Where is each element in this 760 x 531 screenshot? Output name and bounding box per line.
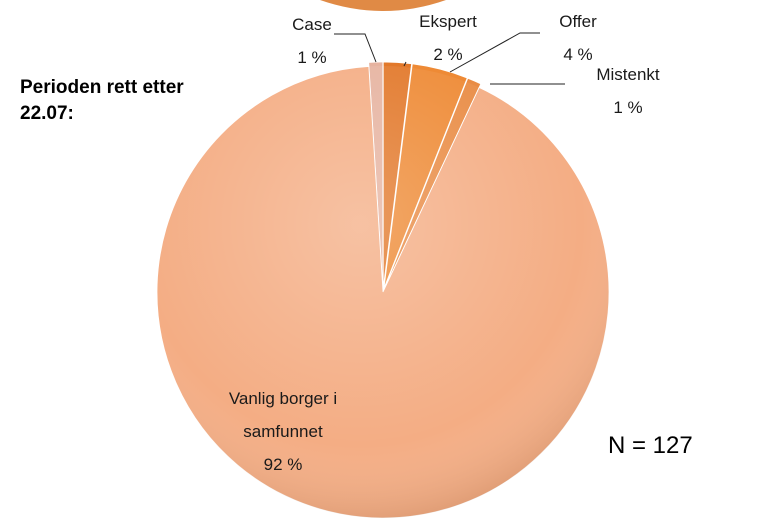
slice-name: Mistenkt xyxy=(596,65,660,84)
slice-label: Case 1 % xyxy=(292,8,332,74)
previous-chart-fragment xyxy=(320,0,446,11)
slice-name: Ekspert xyxy=(419,12,477,31)
slice-label: Ekspert 2 % xyxy=(419,5,477,71)
slice-name: Case xyxy=(292,15,332,34)
slice-label: Offer 4 % xyxy=(559,5,596,71)
slice-value-label: 1 % xyxy=(297,48,327,67)
slice-value-label: 1 % xyxy=(613,98,643,117)
leader-line xyxy=(403,61,407,67)
slice-value-label: 4 % xyxy=(563,45,593,64)
leader-line xyxy=(449,32,540,73)
slice-value-label: 92 % xyxy=(263,455,303,474)
leader-line xyxy=(334,33,377,63)
slice-name: Offer xyxy=(559,12,597,31)
n-note: N = 127 xyxy=(608,432,693,459)
slice-label: Mistenkt 1 % xyxy=(596,58,659,124)
slice-name: Vanlig borger i samfunnet xyxy=(228,389,338,441)
period-note: Perioden rett etter 22.07: xyxy=(20,77,184,124)
slice-label: Vanlig borger i samfunnet 92 % xyxy=(208,382,358,481)
slice-value-label: 2 % xyxy=(433,45,463,64)
